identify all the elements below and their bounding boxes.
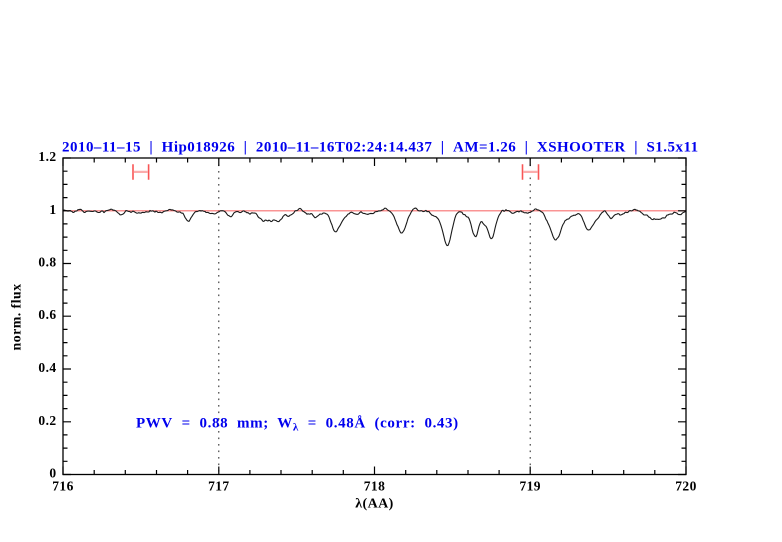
svg-text:norm. flux: norm. flux xyxy=(10,284,25,351)
svg-text:0: 0 xyxy=(49,466,56,481)
svg-text:0.4: 0.4 xyxy=(38,360,56,375)
svg-text:1.2: 1.2 xyxy=(38,149,56,164)
svg-text:0.8: 0.8 xyxy=(38,255,56,270)
svg-text:λ(AA): λ(AA) xyxy=(355,497,393,512)
svg-text:2010–11–15 | Hip018926 | 2: 2010–11–15 | Hip018926 | 2010–11–16T02:2… xyxy=(62,140,699,156)
svg-text:718: 718 xyxy=(364,479,385,494)
svg-text:1: 1 xyxy=(49,202,56,217)
svg-text:720: 720 xyxy=(675,479,696,494)
svg-text:PWV = 0.88 mm; Wλ = 0.48: PWV = 0.88 mm; Wλ = 0.48Å (corr: 0.43) xyxy=(136,416,459,434)
svg-text:716: 716 xyxy=(52,479,73,494)
svg-text:0.6: 0.6 xyxy=(38,307,56,322)
svg-text:719: 719 xyxy=(519,479,540,494)
svg-text:0.2: 0.2 xyxy=(38,413,56,428)
svg-text:717: 717 xyxy=(208,479,229,494)
